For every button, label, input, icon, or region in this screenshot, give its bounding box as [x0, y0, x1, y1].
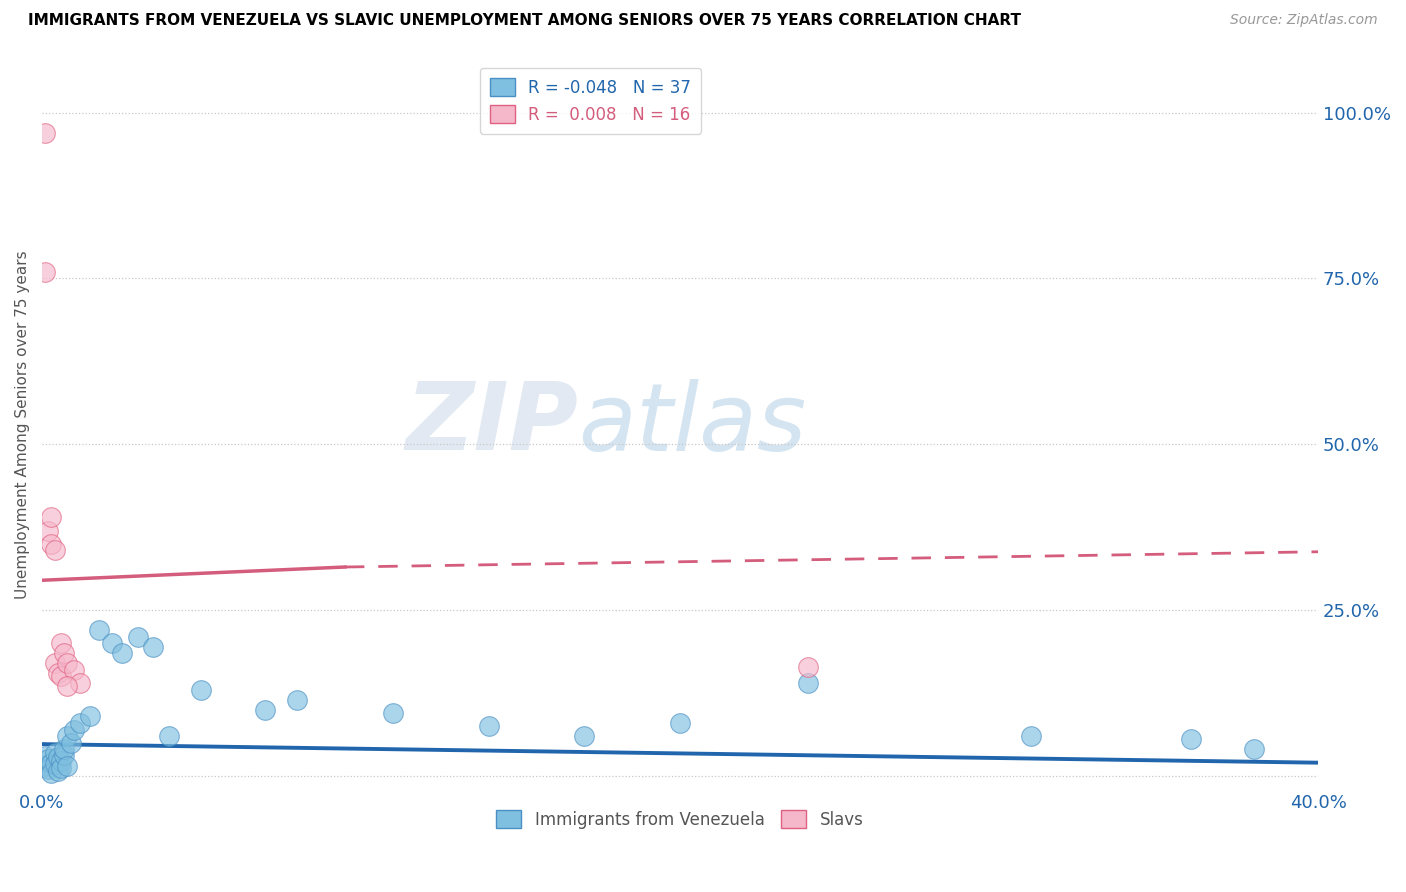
Point — [381, 706, 404, 720]
Point — [49, 669, 72, 683]
Point — [53, 646, 76, 660]
Point — [41, 510, 63, 524]
Point — [796, 659, 818, 673]
Point — [34, 126, 56, 140]
Point — [796, 676, 818, 690]
Point — [41, 537, 63, 551]
Text: atlas: atlas — [578, 379, 806, 470]
Point — [254, 703, 277, 717]
Point — [159, 729, 181, 743]
Y-axis label: Unemployment Among Seniors over 75 years: Unemployment Among Seniors over 75 years — [15, 250, 30, 599]
Point — [49, 755, 72, 769]
Point — [56, 729, 79, 743]
Point — [574, 729, 596, 743]
Point — [44, 656, 66, 670]
Point — [477, 719, 499, 733]
Point — [34, 759, 56, 773]
Point — [110, 646, 132, 660]
Point — [69, 676, 91, 690]
Point — [34, 749, 56, 764]
Point — [37, 524, 59, 538]
Point — [56, 759, 79, 773]
Point — [69, 715, 91, 730]
Text: Source: ZipAtlas.com: Source: ZipAtlas.com — [1230, 13, 1378, 28]
Point — [37, 752, 59, 766]
Point — [44, 757, 66, 772]
Point — [62, 723, 84, 737]
Point — [53, 742, 76, 756]
Point — [41, 756, 63, 770]
Point — [1180, 732, 1202, 747]
Point — [669, 715, 692, 730]
Point — [41, 765, 63, 780]
Point — [37, 762, 59, 776]
Point — [59, 736, 82, 750]
Point — [46, 666, 69, 681]
Point — [34, 265, 56, 279]
Point — [127, 630, 149, 644]
Point — [44, 746, 66, 760]
Point — [1019, 729, 1042, 743]
Point — [79, 709, 101, 723]
Point — [46, 750, 69, 764]
Point — [49, 761, 72, 775]
Point — [53, 747, 76, 762]
Point — [62, 663, 84, 677]
Point — [101, 636, 124, 650]
Text: IMMIGRANTS FROM VENEZUELA VS SLAVIC UNEMPLOYMENT AMONG SENIORS OVER 75 YEARS COR: IMMIGRANTS FROM VENEZUELA VS SLAVIC UNEM… — [28, 13, 1021, 29]
Point — [142, 640, 165, 654]
Point — [56, 656, 79, 670]
Legend: Immigrants from Venezuela, Slavs: Immigrants from Venezuela, Slavs — [489, 804, 870, 836]
Text: ZIP: ZIP — [405, 378, 578, 470]
Point — [44, 543, 66, 558]
Point — [1243, 742, 1265, 756]
Point — [46, 764, 69, 778]
Point — [56, 680, 79, 694]
Point — [49, 636, 72, 650]
Point — [285, 692, 308, 706]
Point — [190, 682, 212, 697]
Point — [89, 623, 111, 637]
